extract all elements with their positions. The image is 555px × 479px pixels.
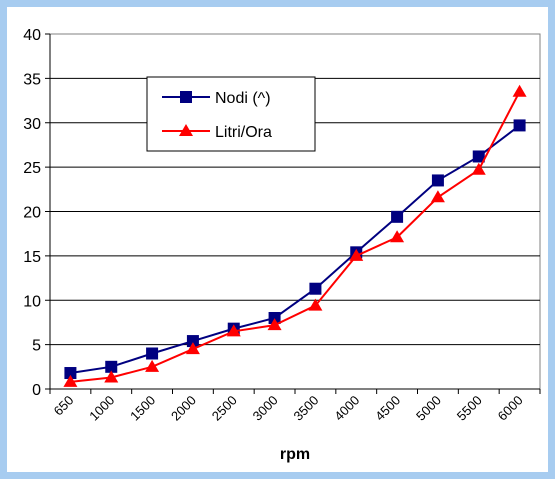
- data-point-marker: [513, 119, 526, 132]
- x-tick-label: 5000: [413, 393, 444, 424]
- legend-marker: [180, 91, 192, 103]
- y-tick-label: 30: [23, 116, 41, 133]
- legend-label: Nodi (^): [215, 90, 271, 107]
- x-tick-label: 2000: [168, 393, 199, 424]
- x-tick-label: 650: [51, 393, 77, 419]
- line-chart: 0 5 10 15 20 25 30 35 40 650 1000 1500 2000 2500 3000…: [23, 27, 541, 463]
- data-point-marker: [226, 324, 241, 337]
- x-tick-label: 3500: [290, 393, 321, 424]
- data-point-marker: [268, 312, 281, 324]
- chart-area: 0 5 10 15 20 25 30 35 40 650 1000 1500 2000 2500 3000…: [7, 7, 548, 472]
- x-tick-label: 1500: [127, 393, 158, 424]
- data-point-marker: [267, 318, 282, 331]
- x-tick-label: 3000: [250, 393, 281, 424]
- data-point-marker: [390, 230, 405, 243]
- y-axis: 0 5 10 15 20 25 30 35 40: [23, 27, 51, 399]
- legend-box: [146, 76, 316, 152]
- y-tick-label: 40: [23, 27, 41, 44]
- y-tick-label: 25: [23, 160, 41, 177]
- x-tick-label: 4500: [372, 393, 403, 424]
- x-tick-label: 2500: [209, 393, 240, 424]
- data-point-marker: [512, 84, 527, 97]
- y-tick-label: 0: [32, 382, 41, 399]
- x-tick-label: 4000: [331, 393, 362, 424]
- x-tick-label: 6000: [495, 393, 526, 424]
- data-point-marker: [186, 335, 199, 348]
- x-tick-label: 1000: [86, 393, 117, 424]
- data-point-marker: [349, 248, 364, 261]
- data-point-marker: [472, 150, 485, 163]
- legend: Nodi (^) Litri/Ora: [146, 76, 316, 152]
- data-point-marker: [105, 360, 118, 373]
- series-line-1: [70, 124, 521, 375]
- x-axis: 650 1000 1500 2000 2500 3000 3500 4000 4500 5000 5…: [49, 388, 541, 424]
- data-point-marker: [104, 370, 119, 383]
- data-point-marker: [431, 174, 444, 187]
- x-tick-label: 5500: [454, 393, 485, 424]
- data-point-marker: [146, 347, 159, 360]
- data-point-marker: [64, 367, 77, 380]
- y-tick-label: 35: [23, 71, 41, 88]
- legend-marker: [179, 124, 193, 136]
- y-tick-label: 5: [32, 338, 41, 355]
- data-point-marker: [391, 210, 404, 223]
- data-point-marker: [63, 374, 78, 387]
- data-point-marker: [185, 342, 200, 355]
- y-tick-label: 20: [23, 205, 41, 222]
- data-point-marker: [430, 190, 445, 203]
- legend-label: Litri/Ora: [215, 124, 272, 141]
- series-layer: [63, 84, 527, 387]
- series-line-2: [70, 91, 521, 383]
- data-point-marker: [308, 298, 323, 311]
- data-point-marker: [145, 359, 160, 372]
- data-point-marker: [471, 162, 486, 175]
- y-tick-label: 10: [23, 293, 41, 310]
- x-axis-title: rpm: [280, 446, 310, 463]
- data-point-marker: [309, 282, 322, 295]
- y-tick-label: 15: [23, 249, 41, 266]
